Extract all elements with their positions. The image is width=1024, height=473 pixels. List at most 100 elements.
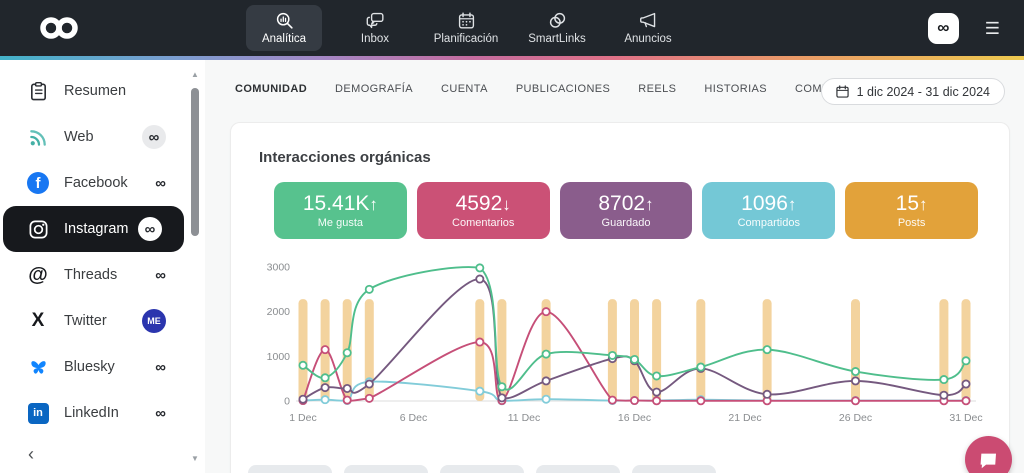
posts-bar[interactable] bbox=[961, 299, 971, 401]
sidebar-item-bluesky[interactable]: Bluesky ∞ bbox=[0, 344, 188, 390]
data-point[interactable] bbox=[939, 390, 949, 400]
chat-support-button[interactable] bbox=[965, 436, 1012, 473]
data-point[interactable] bbox=[652, 387, 662, 397]
tab-demografia[interactable]: DEMOGRAFÍA bbox=[335, 83, 413, 95]
brand-avatar-button[interactable]: ∞ bbox=[927, 12, 959, 44]
metric-card-comentarios[interactable]: 4592↓ Comentarios bbox=[416, 182, 550, 239]
data-point[interactable] bbox=[541, 394, 551, 404]
metric-card-posts[interactable]: 15↑ Posts bbox=[845, 182, 978, 239]
nav-label: Inbox bbox=[360, 33, 390, 45]
data-point[interactable] bbox=[696, 396, 706, 406]
interactions-chart[interactable]: 0 1000 2000 3000 1 Dec 6 Dec 11 Dec 16 Dec 21 De… bbox=[256, 256, 991, 428]
sidebar-item-facebook[interactable]: f Facebook ∞ bbox=[0, 160, 188, 206]
nav-item-analitica[interactable]: Analítica bbox=[246, 5, 322, 51]
data-point[interactable] bbox=[629, 354, 639, 364]
sidebar-item-resumen[interactable]: Resumen bbox=[0, 68, 188, 114]
data-point[interactable] bbox=[475, 263, 485, 273]
posts-bar[interactable] bbox=[696, 299, 706, 401]
data-point[interactable] bbox=[851, 376, 861, 386]
legend-chip[interactable] bbox=[536, 465, 620, 473]
data-point[interactable] bbox=[342, 395, 352, 405]
posts-bar[interactable] bbox=[607, 299, 617, 401]
sidebar-item-twitter[interactable]: X Twitter ME bbox=[0, 298, 188, 344]
legend-chip[interactable] bbox=[344, 465, 428, 473]
data-point[interactable] bbox=[961, 379, 971, 389]
data-point[interactable] bbox=[762, 389, 772, 399]
legend-chip[interactable] bbox=[248, 465, 332, 473]
x-axis-tick: 31 Dec bbox=[949, 412, 982, 424]
analytics-magnifier-icon bbox=[276, 12, 293, 29]
sidebar-collapse-button[interactable]: ‹ bbox=[28, 444, 34, 464]
tab-reels[interactable]: REELS bbox=[638, 83, 677, 95]
data-point[interactable] bbox=[364, 284, 374, 294]
data-point[interactable] bbox=[961, 356, 971, 366]
scroll-up-icon[interactable]: ▲ bbox=[191, 70, 199, 79]
data-point[interactable] bbox=[475, 386, 485, 396]
data-point[interactable] bbox=[497, 382, 507, 392]
posts-bar[interactable] bbox=[298, 299, 308, 401]
nav-item-anuncios[interactable]: Anuncios bbox=[610, 5, 686, 51]
data-point[interactable] bbox=[320, 383, 330, 393]
data-point[interactable] bbox=[342, 348, 352, 358]
data-point[interactable] bbox=[541, 349, 551, 359]
sidebar-item-label: Bluesky bbox=[64, 359, 115, 375]
metric-card-guardado[interactable]: 8702↑ Guardado bbox=[559, 182, 693, 239]
tab-comunidad[interactable]: COMUNIDAD bbox=[235, 83, 308, 95]
data-point[interactable] bbox=[298, 394, 308, 404]
data-point[interactable] bbox=[320, 395, 330, 405]
data-point[interactable] bbox=[607, 350, 617, 360]
metricool-logo-icon[interactable] bbox=[38, 14, 80, 42]
data-point[interactable] bbox=[342, 383, 352, 393]
data-point[interactable] bbox=[652, 371, 662, 381]
data-point[interactable] bbox=[961, 396, 971, 406]
tab-cuenta[interactable]: CUENTA bbox=[441, 83, 488, 95]
data-point[interactable] bbox=[851, 367, 861, 377]
x-axis-tick: 26 Dec bbox=[839, 412, 872, 424]
sidebar-scrollbar[interactable]: ▲ ▼ bbox=[190, 70, 200, 463]
scrollbar-thumb[interactable] bbox=[191, 88, 199, 236]
data-point[interactable] bbox=[652, 396, 662, 406]
data-point[interactable] bbox=[364, 379, 374, 389]
nav-item-inbox[interactable]: Inbox bbox=[337, 5, 413, 51]
infinity-badge: ∞ bbox=[142, 125, 166, 149]
posts-bar[interactable] bbox=[652, 299, 662, 401]
posts-bar[interactable] bbox=[851, 299, 860, 401]
data-point[interactable] bbox=[475, 274, 485, 284]
data-point[interactable] bbox=[541, 376, 551, 386]
nav-item-smartlinks[interactable]: SmartLinks bbox=[519, 5, 595, 51]
sidebar-item-threads[interactable]: @ Threads ∞ bbox=[0, 252, 188, 298]
posts-bar[interactable] bbox=[939, 299, 949, 401]
data-point[interactable] bbox=[320, 373, 330, 383]
data-point[interactable] bbox=[762, 345, 772, 355]
data-point[interactable] bbox=[364, 393, 374, 403]
metric-card-compartidos[interactable]: 1096↑ Compartidos bbox=[702, 182, 836, 239]
legend-chip[interactable] bbox=[632, 465, 716, 473]
data-point[interactable] bbox=[497, 393, 507, 403]
data-point[interactable] bbox=[298, 360, 308, 370]
data-point[interactable] bbox=[607, 395, 617, 405]
sidebar-list: Resumen Web ∞ f Fac bbox=[0, 68, 188, 436]
tab-historias[interactable]: HISTORIAS bbox=[704, 83, 768, 95]
posts-bar[interactable] bbox=[630, 299, 639, 401]
hamburger-menu-icon[interactable]: ☰ bbox=[984, 18, 1000, 38]
tab-publicaciones[interactable]: PUBLICACIONES bbox=[515, 83, 611, 95]
date-range-picker[interactable]: 1 dic 2024 - 31 dic 2024 bbox=[820, 78, 1005, 105]
nav-item-planificacion[interactable]: Planificación bbox=[428, 5, 504, 51]
posts-bar[interactable] bbox=[364, 299, 374, 401]
metric-card-me-gusta[interactable]: 15.41K↑ Me gusta bbox=[274, 182, 407, 239]
legend-chip[interactable] bbox=[440, 465, 524, 473]
data-point[interactable] bbox=[475, 337, 485, 347]
data-point[interactable] bbox=[939, 375, 949, 385]
sidebar-item-linkedin[interactable]: in LinkedIn ∞ bbox=[0, 390, 188, 436]
data-point[interactable] bbox=[696, 362, 706, 372]
sidebar-item-instagram[interactable]: Instagram ∞ bbox=[3, 206, 184, 252]
posts-bar[interactable] bbox=[475, 299, 485, 401]
trend-up-icon: ↑ bbox=[645, 195, 654, 215]
sidebar-item-web[interactable]: Web ∞ bbox=[0, 114, 188, 160]
scroll-down-icon[interactable]: ▼ bbox=[191, 454, 199, 463]
data-point[interactable] bbox=[541, 307, 551, 317]
data-point[interactable] bbox=[320, 345, 330, 355]
data-point[interactable] bbox=[851, 396, 861, 406]
data-point[interactable] bbox=[629, 396, 639, 406]
posts-bar[interactable] bbox=[497, 299, 507, 401]
